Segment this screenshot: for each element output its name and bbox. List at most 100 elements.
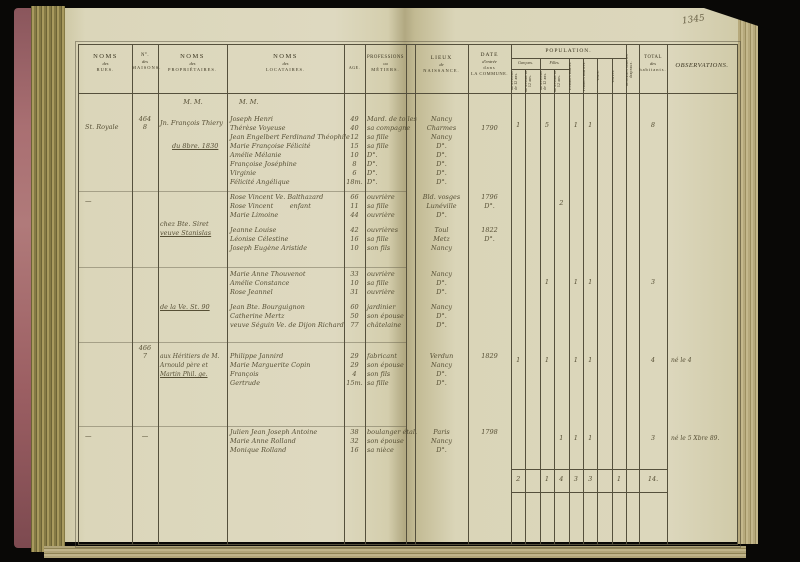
table-rule: [540, 58, 541, 544]
header-sub-filles-moins12: au-dessous de 12 ans.: [540, 71, 547, 91]
page-edges-right: [738, 12, 758, 544]
table-rule: [639, 45, 640, 544]
census-table: NOMS des RUES. N°. des MAISONS. NOMS des PROPR…: [75, 41, 741, 548]
observation-note: né le 4: [671, 357, 692, 364]
header-maisons: N°. des MAISONS.: [132, 53, 162, 71]
page-grand-total: 14.: [647, 475, 659, 483]
entry-dates: 1829: [481, 352, 498, 360]
table-rule: [554, 69, 555, 544]
tenant-names: Rose Vincent Ve. Balthazard Rose Vincent …: [230, 193, 324, 252]
header-sub-hommes-maries: Hommes mariés.: [569, 61, 572, 91]
header-age: AGE.: [348, 65, 361, 70]
owner-name: de la Ve. St. 90: [160, 303, 210, 311]
table-rule: [79, 93, 737, 94]
open-pages: [65, 8, 738, 542]
table-rule: [415, 45, 416, 544]
professions: ouvrière sa fille ouvrière jardinier son épo…: [367, 270, 404, 329]
entry-dates: 1790: [481, 124, 498, 132]
mm-proprietaires: M. M.: [183, 98, 203, 106]
ages: 49 40 12 15 10 8 6 18m.: [346, 115, 363, 186]
entry-dates: 1798: [481, 428, 498, 436]
table-rule: [365, 45, 366, 544]
table-rule: [468, 45, 469, 544]
mm-locataires: M. M.: [239, 98, 259, 106]
header-sub-filles-plus12: au-dessus de 12 ans.: [554, 70, 561, 92]
tenant-names: Julien Jean Joseph Antoine Marie Anne Rol…: [230, 428, 318, 454]
header-sub-garcons-moins12: au-dessous de 12 ans.: [511, 71, 518, 91]
totals-box-rule: [511, 492, 667, 493]
table-rule: [344, 45, 345, 544]
header-garcons: Garçons.: [518, 60, 533, 65]
header-total: TOTAL des habitants.: [639, 55, 667, 73]
header-lieux: LIEUX de NAISSANCE.: [423, 55, 460, 73]
header-proprietaires: NOMS des PROPRIÉTAIRES.: [167, 53, 218, 73]
street-name: —: [85, 197, 92, 205]
household-total: 3: [650, 434, 656, 442]
household-total: 4: [650, 356, 656, 364]
header-sub-veuves: Veuves.: [612, 69, 615, 83]
street-name: —: [85, 432, 92, 440]
header-militaires: Militaires sous les drapeaux.: [626, 54, 633, 86]
table-rule: [511, 45, 512, 544]
page-edges-left: [31, 6, 65, 552]
block-separator: [79, 426, 406, 427]
birthplaces: Paris Nancy D°.: [430, 428, 453, 454]
street-name: St. Royale: [85, 123, 119, 131]
table-rule: [525, 69, 526, 544]
birthplaces: Nancy Charmes Nancy D°. D°. D°. D°. D°.: [426, 115, 457, 186]
table-rule: [569, 58, 570, 544]
table-rule: [597, 58, 598, 544]
birthplaces: Bld. vosges Lunéville D°. Toul Metz Nancy: [422, 193, 461, 252]
header-population: POPULATION.: [545, 48, 592, 54]
household-total: 3: [650, 278, 656, 286]
tenant-names: Marie Anne Thouvenot Amélie Constance Rose…: [230, 270, 344, 329]
professions: fabricant son épouse son fils sa fille: [367, 352, 404, 387]
ages: 66 11 44 42 16 10: [350, 193, 359, 252]
owner-name: chez Bte. Siret veuve Stanislas: [160, 220, 212, 237]
table-rule: [583, 58, 584, 544]
owner-name: Jn. François Thiery du 8bre. 1830: [160, 119, 223, 150]
block-separator: [79, 267, 406, 268]
table-rule: [667, 45, 668, 544]
header-sub-garcons-plus12: au-dessus de 12 ans.: [525, 70, 532, 92]
table-rule: [158, 45, 159, 544]
birthplaces: Nancy D°. D°. Nancy D°. D°.: [430, 270, 453, 329]
block-separator: [79, 342, 406, 343]
owner-name: aux Héritiers de M. Arnould père et Martin…: [160, 353, 220, 378]
ages: 38 32 16: [350, 428, 359, 454]
tenant-names: Philippe Jannird Marie Marguerite Copin Fr…: [230, 352, 311, 387]
totals-box-rule: [511, 469, 667, 470]
table-rule: [511, 69, 569, 70]
table-rule: [132, 45, 133, 544]
header-locataires: NOMS des LOCATAIRES.: [265, 53, 306, 73]
professions: boulanger étal. son épouse sa nièce: [367, 428, 418, 454]
table-rule: [626, 45, 627, 544]
header-rues: NOMS des RUES.: [93, 53, 118, 73]
header-filles: Filles.: [549, 60, 560, 65]
birthplaces: Verdun Nancy D°. D°.: [429, 352, 454, 387]
house-number: —: [141, 432, 149, 440]
tenant-names: Joseph Henri Thérèse Voyeuse Jean Engelber…: [230, 115, 350, 186]
household-total: 8: [650, 121, 656, 129]
population-marks: 2: [559, 199, 564, 207]
table-rule: [406, 45, 407, 544]
observation-note: né le 5 Xbre 89.: [671, 435, 720, 442]
entry-dates: 1796 D°. 1822 D°.: [481, 193, 498, 243]
page-edges-bottom: [44, 546, 746, 558]
table-rule: [227, 45, 228, 544]
book-cover-edge: [14, 8, 31, 548]
table-rule: [612, 58, 613, 544]
header-observations: OBSERVATIONS.: [675, 62, 729, 69]
professions: ouvrière sa fille ouvrière ouvrières sa fill…: [367, 193, 399, 252]
house-number: 464 8: [138, 115, 152, 131]
table-rule: [511, 58, 626, 59]
header-professions: PROFESSIONS ou MÉTIERS.: [367, 55, 404, 73]
register-book: 1345: [14, 6, 770, 558]
ages: 33 10 31 60 50 77: [350, 270, 359, 329]
ages: 29 29 4 15m.: [346, 352, 363, 387]
